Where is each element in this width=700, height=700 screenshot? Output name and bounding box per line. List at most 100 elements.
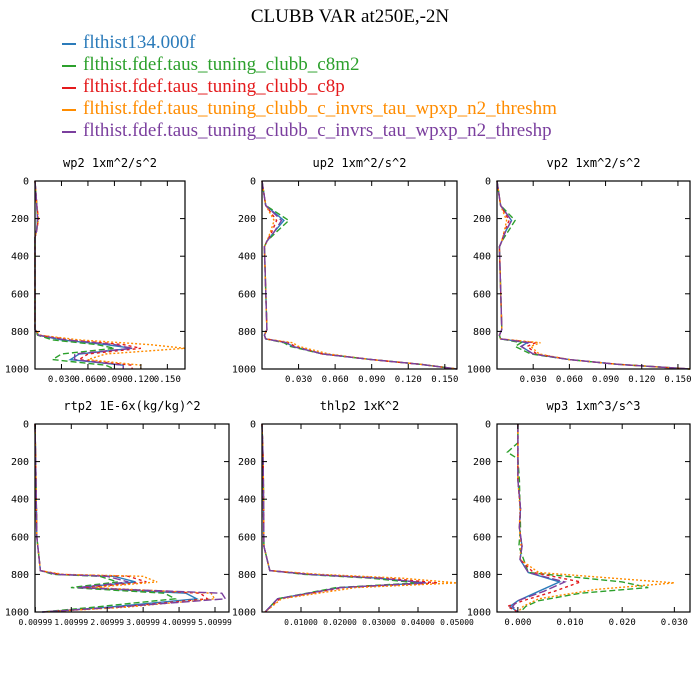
series-line bbox=[261, 180, 458, 370]
chart-panel: up2 1xm^2/s^2 0 200 400 600 800 1000 0.030 0.060… bbox=[232, 156, 458, 385]
plot-frame bbox=[496, 180, 691, 370]
series-line bbox=[34, 180, 133, 369]
y-tick-label: 200 bbox=[11, 457, 29, 468]
series-line bbox=[511, 424, 567, 613]
panel-title: rtp2 1E-6x(kg/kg)^2 bbox=[63, 399, 200, 413]
x-tick-label: 0.05000 bbox=[440, 618, 474, 627]
series-line bbox=[261, 423, 426, 613]
x-tick-label: 0.030 bbox=[285, 375, 312, 385]
plot-frame bbox=[261, 423, 458, 613]
y-tick-label: 0 bbox=[23, 420, 29, 431]
panel-title: vp2 1xm^2/s^2 bbox=[547, 156, 641, 170]
x-tick-label: 0.04000 bbox=[401, 618, 435, 627]
legend-swatch bbox=[62, 131, 76, 133]
y-tick-label: 200 bbox=[11, 214, 29, 225]
y-tick-label: 600 bbox=[473, 289, 491, 300]
legend-item: flthist.fdef.taus_tuning_clubb_c8m2 bbox=[62, 54, 557, 76]
legend-swatch bbox=[62, 43, 76, 45]
y-tick-label: 400 bbox=[238, 495, 256, 506]
y-tick-label: 0 bbox=[23, 177, 29, 188]
series-line bbox=[496, 180, 691, 370]
legend-item: flthist.fdef.taus_tuning_clubb_c8p bbox=[62, 76, 557, 98]
y-tick-label: 0 bbox=[250, 420, 256, 431]
series-line bbox=[496, 180, 691, 370]
x-tick-label: 0.01000 bbox=[284, 618, 318, 627]
x-tick-label: 0.120 bbox=[395, 375, 422, 385]
legend-swatch bbox=[62, 87, 76, 89]
x-tick-label: 0.060 bbox=[74, 375, 101, 385]
series-line bbox=[261, 423, 419, 613]
y-tick-label: 1000 bbox=[5, 365, 29, 376]
chart-panel: wp2 1xm^2/s^2 0 200 400 600 800 1000 0.030 0.060… bbox=[5, 156, 186, 385]
y-tick-label: 1000 bbox=[467, 365, 491, 376]
x-tick-label: 0.030 bbox=[520, 375, 547, 385]
x-tick-label: 1.00999 bbox=[54, 618, 88, 627]
y-tick-label: 400 bbox=[11, 252, 29, 263]
chart-panel: wp3 1xm^3/s^3 0 200 400 600 800 1000 0.000 0.010… bbox=[467, 399, 691, 628]
x-tick-label: 0.090 bbox=[592, 375, 619, 385]
y-tick-label: 200 bbox=[473, 214, 491, 225]
x-tick-label: 0.060 bbox=[556, 375, 583, 385]
legend-item: flthist.fdef.taus_tuning_clubb_c_invrs_t… bbox=[62, 120, 557, 142]
y-tick-label: 600 bbox=[473, 532, 491, 543]
x-tick-label: 0.090 bbox=[358, 375, 385, 385]
legend: flthist134.000f flthist.fdef.taus_tuning… bbox=[62, 32, 557, 142]
y-tick-label: 200 bbox=[238, 214, 256, 225]
x-tick-label: 0.120 bbox=[127, 375, 154, 385]
chart-panel: thlp2 1xK^2 0 200 400 600 800 1000 0.01000 0.020… bbox=[232, 399, 474, 627]
y-tick-label: 200 bbox=[238, 457, 256, 468]
panel-title: up2 1xm^2/s^2 bbox=[313, 156, 407, 170]
x-tick-label: 0.030 bbox=[661, 618, 688, 628]
y-tick-label: 0 bbox=[485, 177, 491, 188]
series-line bbox=[496, 180, 691, 370]
legend-label: flthist.fdef.taus_tuning_clubb_c_invrs_t… bbox=[83, 120, 552, 141]
x-tick-label: 0.020 bbox=[609, 618, 636, 628]
y-tick-label: 800 bbox=[11, 327, 29, 338]
series-line bbox=[261, 180, 458, 370]
x-tick-label: 0.00999 bbox=[18, 618, 52, 627]
series-line bbox=[506, 424, 649, 613]
x-tick-label: 0.03000 bbox=[362, 618, 396, 627]
series-line bbox=[34, 180, 142, 369]
series-line bbox=[34, 423, 216, 613]
x-tick-label: 0.150 bbox=[664, 375, 691, 385]
series-line bbox=[496, 180, 691, 370]
series-line bbox=[517, 424, 675, 613]
series-line bbox=[261, 180, 458, 370]
y-tick-label: 800 bbox=[473, 327, 491, 338]
y-tick-label: 800 bbox=[473, 570, 491, 581]
legend-swatch bbox=[62, 109, 76, 111]
y-tick-label: 400 bbox=[473, 495, 491, 506]
y-tick-label: 0 bbox=[250, 177, 256, 188]
legend-item: flthist134.000f bbox=[62, 32, 557, 54]
figure-title: CLUBB VAR at250E,-2N bbox=[250, 6, 450, 27]
chart-panel: rtp2 1E-6x(kg/kg)^2 0 200 400 600 800 10000.00… bbox=[5, 399, 232, 627]
x-tick-label: 2.00999 bbox=[90, 618, 124, 627]
series-line bbox=[261, 423, 458, 613]
y-tick-label: 1000 bbox=[232, 365, 256, 376]
panel-title: wp2 1xm^2/s^2 bbox=[63, 156, 157, 170]
plot-frame bbox=[496, 423, 691, 613]
y-tick-label: 0 bbox=[485, 420, 491, 431]
x-tick-label: 0.150 bbox=[154, 375, 181, 385]
legend-label: flthist.fdef.taus_tuning_clubb_c_invrs_t… bbox=[83, 98, 557, 119]
series-line bbox=[261, 423, 426, 613]
legend-label: flthist134.000f bbox=[83, 32, 196, 53]
series-line bbox=[261, 180, 458, 370]
x-tick-label: 0.150 bbox=[431, 375, 458, 385]
legend-item: flthist.fdef.taus_tuning_clubb_c_invrs_t… bbox=[62, 98, 557, 120]
y-tick-label: 800 bbox=[238, 327, 256, 338]
x-tick-label: 0.120 bbox=[628, 375, 655, 385]
legend-label: flthist.fdef.taus_tuning_clubb_c8p bbox=[83, 76, 345, 97]
panel-title: thlp2 1xK^2 bbox=[320, 399, 399, 413]
y-tick-label: 800 bbox=[238, 570, 256, 581]
x-tick-label: 0.000 bbox=[504, 618, 531, 628]
chart-panel: vp2 1xm^2/s^2 0 200 400 600 800 1000 0.030 0.060… bbox=[467, 156, 692, 385]
x-tick-label: 5.00999 bbox=[198, 618, 232, 627]
y-tick-label: 600 bbox=[11, 289, 29, 300]
series-line bbox=[261, 180, 458, 370]
x-tick-label: 0.010 bbox=[556, 618, 583, 628]
series-line bbox=[34, 423, 227, 613]
legend-label: flthist.fdef.taus_tuning_clubb_c8m2 bbox=[83, 54, 360, 75]
